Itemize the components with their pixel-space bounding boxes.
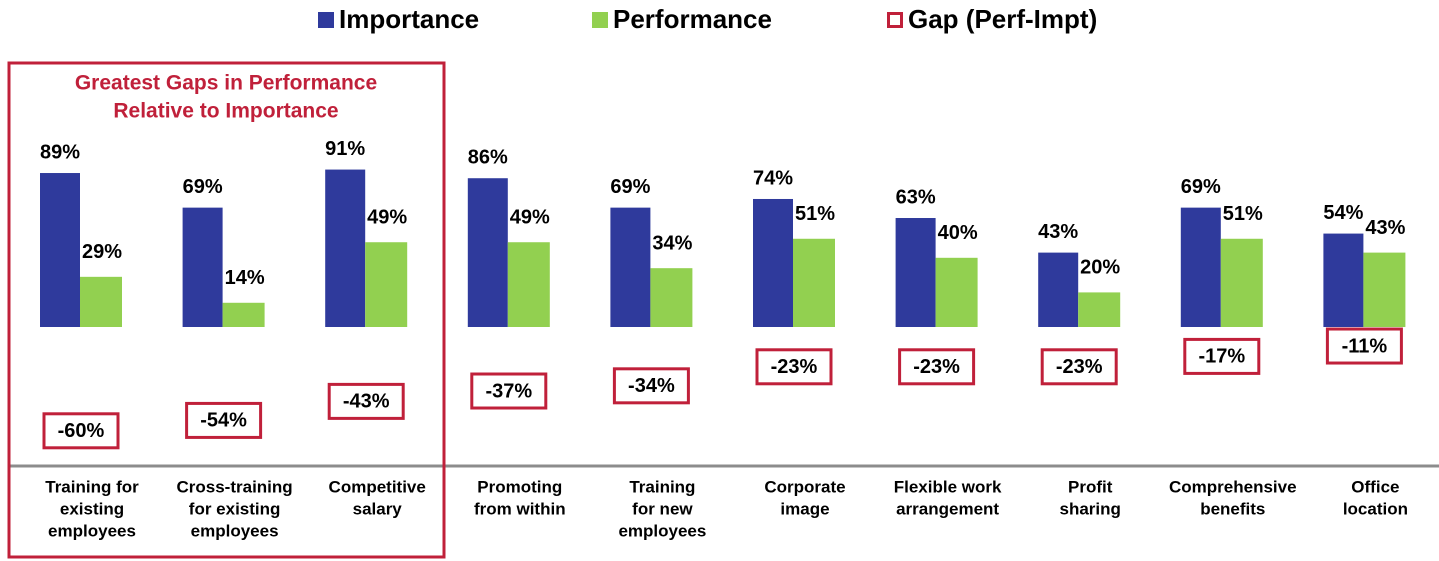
bar [40, 173, 80, 327]
data-label: 54% [1323, 202, 1363, 224]
data-label: 40% [938, 222, 978, 244]
bar [895, 218, 936, 327]
x-tick-label: Cross-training [177, 477, 293, 496]
gap-box [755, 348, 833, 386]
x-tick-label: from within [474, 499, 566, 518]
data-label: 63% [896, 186, 936, 208]
data-label: 86% [468, 147, 508, 169]
data-label: 69% [1181, 176, 1221, 198]
x-tick-label: arrangement [896, 499, 999, 518]
gap-box [1183, 337, 1261, 375]
bar [507, 242, 550, 327]
data-label: 20% [1080, 257, 1120, 279]
bar [80, 276, 122, 327]
bar [650, 268, 693, 327]
gap-box [612, 367, 690, 405]
x-tick-label: Corporate [764, 477, 845, 496]
data-label: -43% [343, 391, 390, 413]
bar [467, 178, 508, 327]
x-tick-label: existing [60, 499, 124, 518]
bar [610, 207, 651, 327]
x-tick-label: benefits [1200, 499, 1265, 518]
data-label: 51% [795, 203, 835, 225]
x-tick-label: Flexible work [894, 477, 1002, 496]
data-label: -60% [58, 420, 105, 442]
bar [753, 198, 793, 327]
data-label: 69% [183, 176, 223, 198]
bar [1180, 207, 1221, 327]
legend-label: Gap (Perf-Impt) [908, 4, 1097, 34]
data-label: 51% [1223, 203, 1263, 225]
bar [1078, 292, 1121, 327]
bar [222, 302, 265, 327]
gap-box [327, 382, 405, 420]
legend-label: Performance [613, 4, 772, 34]
data-label: -37% [485, 380, 532, 402]
legend-label: Importance [339, 4, 479, 34]
data-label: -54% [200, 410, 247, 432]
data-label: -17% [1198, 346, 1245, 368]
x-tick-label: Profit [1068, 477, 1113, 496]
data-label: 29% [82, 241, 122, 263]
data-label: -34% [628, 375, 675, 397]
legend-swatch [318, 12, 334, 28]
x-tick-label: sharing [1059, 499, 1120, 518]
x-tick-label: employees [191, 521, 279, 540]
x-tick-label: Training [629, 477, 695, 496]
highlight-box [7, 61, 446, 559]
bar [182, 207, 223, 327]
data-label: -23% [1056, 356, 1103, 378]
x-tick-label: for new [632, 499, 693, 518]
x-tick-label: salary [353, 499, 403, 518]
bar [1363, 252, 1406, 327]
gap-box [42, 412, 120, 450]
x-tick-label: employees [618, 521, 706, 540]
legend-swatch [592, 12, 608, 28]
x-tick-label: location [1343, 499, 1408, 518]
bar [935, 257, 978, 327]
x-tick-label: Competitive [329, 477, 426, 496]
annotation: Greatest Gaps in Performance [75, 72, 377, 95]
data-label: 74% [753, 167, 793, 189]
data-label: 49% [510, 207, 550, 229]
gap-box [185, 401, 263, 439]
data-label: 49% [367, 207, 407, 229]
bar [365, 242, 408, 327]
gap-box [470, 372, 548, 410]
x-tick-label: employees [48, 521, 136, 540]
bar [325, 169, 366, 327]
legend-swatch [887, 12, 903, 28]
bar [793, 238, 835, 327]
gap-box [1325, 327, 1403, 365]
bar [1220, 238, 1263, 327]
x-tick-label: Training for [45, 477, 139, 496]
annotation: Relative to Importance [113, 100, 338, 123]
data-label: -23% [771, 356, 818, 378]
data-label: -11% [1342, 335, 1388, 357]
x-tick-label: Office [1351, 477, 1399, 496]
data-label: 43% [1038, 221, 1078, 243]
x-tick-label: image [780, 499, 829, 518]
data-label: -23% [913, 356, 960, 378]
gap-box [898, 348, 976, 386]
data-label: 69% [610, 176, 650, 198]
data-label: 34% [652, 232, 692, 254]
data-label: 91% [325, 138, 365, 160]
gap-box [1040, 348, 1118, 386]
bar [1323, 233, 1364, 327]
bar [1038, 252, 1079, 327]
x-tick-label: for existing [189, 499, 281, 518]
data-label: 89% [40, 141, 80, 163]
data-label: 14% [225, 267, 265, 289]
data-label: 43% [1365, 217, 1405, 239]
x-tick-label: Comprehensive [1169, 477, 1297, 496]
x-tick-label: Promoting [477, 477, 562, 496]
